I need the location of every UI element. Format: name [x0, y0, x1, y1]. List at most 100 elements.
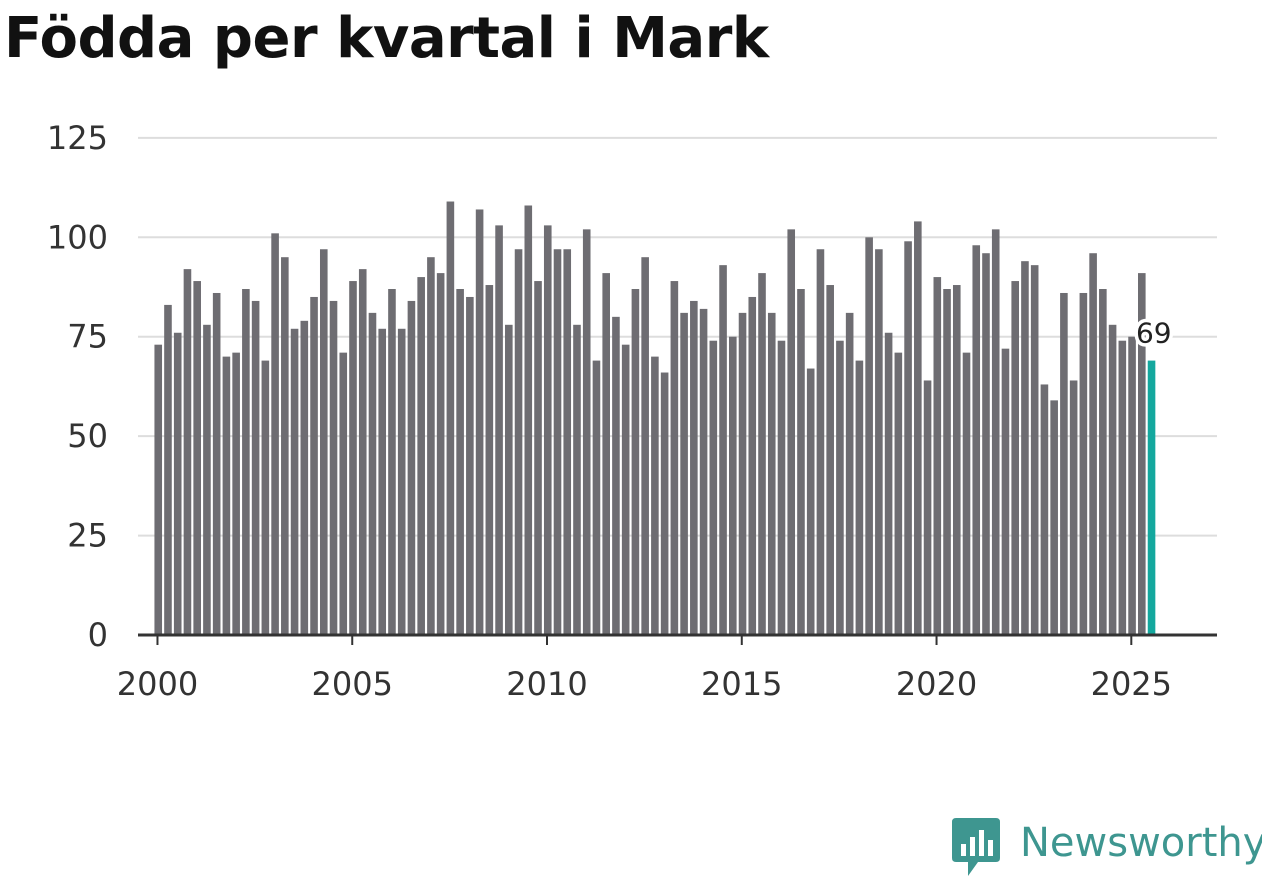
bar	[680, 312, 688, 635]
bar	[1138, 273, 1146, 635]
bar	[543, 225, 552, 635]
bar	[358, 269, 367, 635]
bar	[310, 296, 318, 635]
bar	[904, 241, 912, 636]
bar	[164, 304, 172, 635]
bar	[641, 257, 649, 635]
bar	[836, 340, 844, 635]
bar	[728, 336, 737, 635]
y-tick-label: 100	[47, 218, 108, 256]
bar	[621, 344, 630, 635]
bar	[475, 209, 484, 635]
bar	[1030, 265, 1039, 635]
bar	[933, 277, 942, 635]
bar	[173, 332, 182, 635]
bar	[670, 281, 679, 635]
bar	[456, 289, 464, 635]
bar	[1118, 340, 1127, 635]
bar	[261, 360, 270, 635]
bar	[222, 356, 231, 635]
bar-chart: 0 25 50 75 100 125 2000 2005 2010 2015 2020 2025 69	[47, 119, 1217, 703]
bar	[826, 285, 834, 635]
bar	[193, 281, 201, 635]
bar	[329, 300, 338, 635]
bar	[660, 372, 669, 635]
bar	[339, 352, 348, 635]
bar	[845, 312, 854, 635]
bar	[388, 289, 396, 635]
brand-name: Newsworthy	[1020, 820, 1262, 866]
bar	[514, 249, 523, 635]
page-title: Födda per kvartal i Mark	[4, 6, 769, 71]
bar	[427, 257, 435, 635]
bar	[485, 285, 494, 635]
bar	[251, 300, 260, 635]
bar	[806, 368, 815, 635]
bar	[719, 265, 727, 635]
highlight-bar	[1147, 360, 1156, 635]
y-tick-label: 50	[67, 417, 108, 455]
bar	[894, 352, 903, 635]
bar	[563, 249, 572, 635]
bar	[972, 245, 981, 635]
bar	[738, 312, 747, 635]
bar	[991, 229, 1000, 635]
bar	[203, 324, 211, 635]
bar	[758, 273, 766, 635]
bar	[690, 300, 698, 635]
bar	[651, 356, 659, 635]
bar	[524, 205, 533, 635]
bar	[1060, 292, 1068, 635]
bar	[1050, 400, 1058, 635]
bar	[855, 360, 864, 635]
bar	[553, 249, 562, 635]
bar	[592, 360, 601, 635]
y-tick-label: 75	[67, 318, 108, 356]
bar	[1069, 380, 1078, 635]
bar	[923, 380, 932, 635]
bar	[397, 328, 406, 635]
bar	[1089, 253, 1097, 635]
bar	[417, 277, 425, 635]
bar	[154, 344, 163, 635]
bar	[865, 237, 873, 636]
bar	[1079, 292, 1088, 635]
bar	[952, 285, 961, 635]
x-tick-label: 2010	[506, 665, 587, 703]
bar	[631, 289, 640, 635]
bar	[446, 201, 455, 635]
x-tick-label: 2025	[1091, 665, 1172, 703]
bar	[466, 296, 474, 635]
bar	[982, 253, 990, 635]
bar	[242, 289, 250, 635]
bar	[212, 292, 221, 635]
bar	[1011, 281, 1020, 635]
bar	[1108, 324, 1117, 635]
bar	[232, 352, 240, 635]
newsworthy-logo-icon	[952, 818, 1000, 876]
bar	[1040, 384, 1049, 635]
y-tick-label: 0	[88, 616, 108, 654]
bar	[943, 289, 951, 635]
bar	[495, 225, 503, 635]
bar	[582, 229, 591, 635]
y-tick-label: 125	[47, 119, 108, 157]
bar	[816, 249, 825, 635]
bar	[914, 221, 922, 635]
bar	[787, 229, 796, 635]
last-value-label: 69	[1136, 317, 1172, 350]
x-tick-label: 2005	[312, 665, 393, 703]
bar	[349, 281, 357, 635]
bar	[797, 289, 805, 635]
bar	[875, 249, 883, 635]
bar	[602, 273, 610, 635]
bar	[699, 308, 708, 635]
bar	[505, 324, 513, 635]
bar	[767, 312, 776, 635]
bar	[183, 269, 192, 635]
bar	[709, 340, 718, 635]
bar	[300, 320, 309, 635]
bar	[748, 296, 757, 635]
bar	[612, 316, 620, 635]
bar	[1001, 348, 1010, 635]
